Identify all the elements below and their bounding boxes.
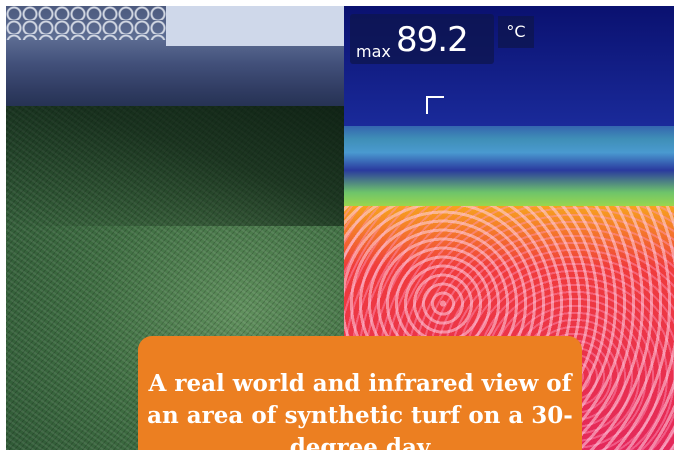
- turf-shadow: [6, 106, 344, 226]
- caption-text: A real world and infrared view of an are…: [147, 370, 573, 450]
- max-temperature-readout: max 89.2: [350, 14, 494, 64]
- max-value: 89.2: [396, 20, 469, 60]
- reticle-corner-icon: [426, 96, 444, 114]
- max-label: max: [356, 42, 391, 61]
- sky-patch: [166, 6, 344, 46]
- temperature-unit: °C: [498, 16, 534, 48]
- caption-box: A real world and infrared view of an are…: [138, 336, 582, 450]
